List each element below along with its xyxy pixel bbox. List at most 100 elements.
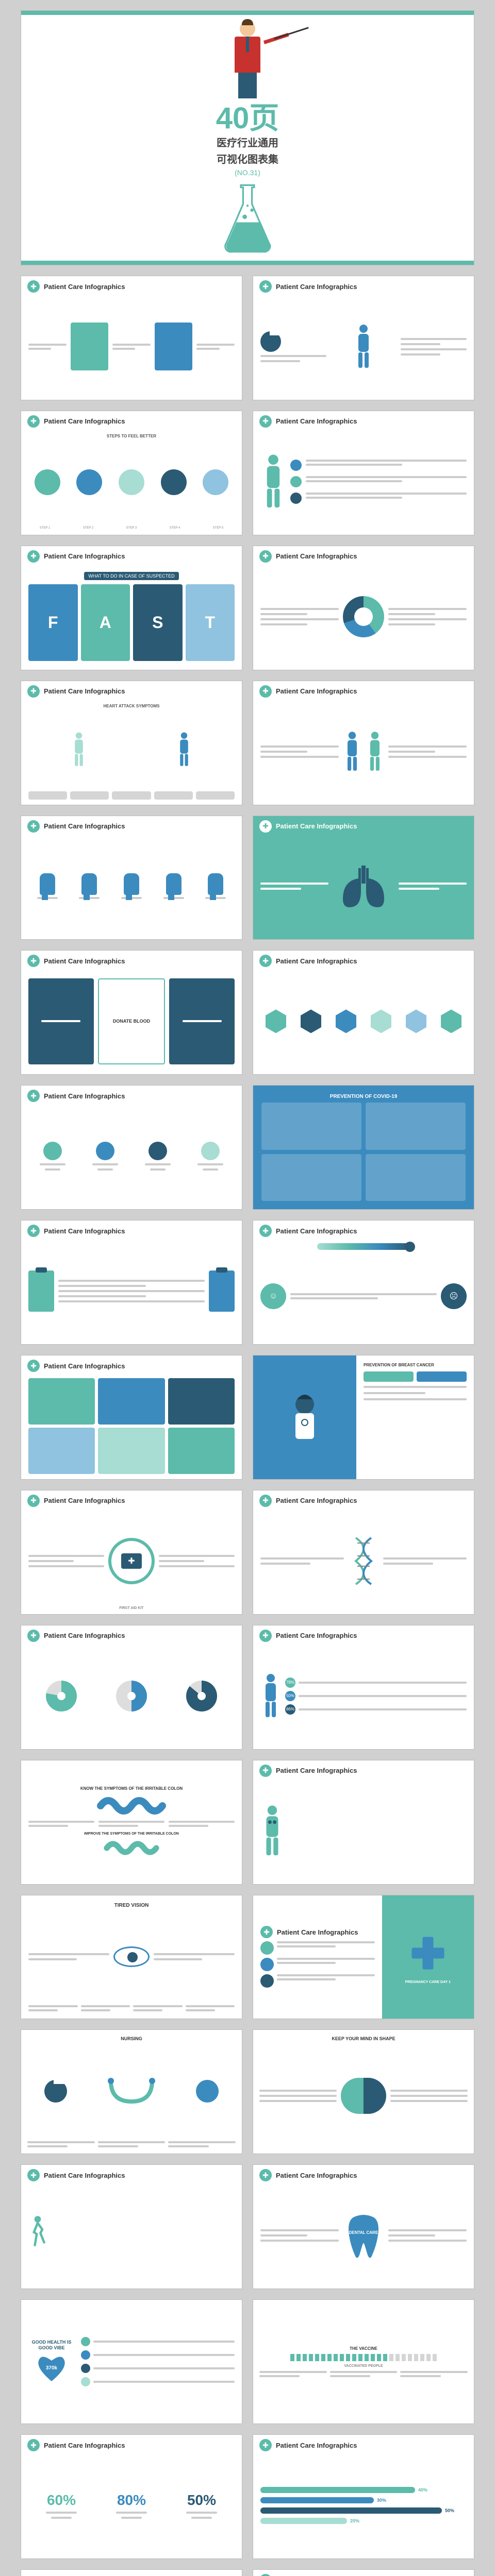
- slide-title: Patient Care Infographics: [44, 1632, 125, 1639]
- slide-thumbnail[interactable]: ✚Patient Care Infographics: [253, 276, 474, 400]
- slide-thumbnail[interactable]: PREVENTION OF BREAST CANCER: [253, 1355, 474, 1480]
- slide-thumbnail[interactable]: ✚Patient Care Infographics 60% 80% 50%: [21, 2434, 242, 2559]
- step-label: STEP 4: [170, 527, 180, 530]
- medical-cross-icon: ✚: [259, 550, 272, 563]
- icon-circle: [196, 2080, 219, 2103]
- title-text-block: 40页 医疗行业通用 可视化图表集 (NO.31): [216, 104, 279, 182]
- slide-thumbnail[interactable]: ✚Patient Care Infographics HEART ATTACK …: [21, 681, 242, 805]
- icon-circle: [201, 1142, 220, 1160]
- row: ✚Patient Care Infographics ✚ FIRST AID K…: [0, 1490, 495, 1615]
- percentage: 80%: [117, 2492, 146, 2509]
- slide-title: Patient Care Infographics: [44, 417, 125, 425]
- slide-thumbnail[interactable]: KNOW THE SYMPTOMS OF THE IRRITABLE COLON…: [21, 1760, 242, 1885]
- row: 40页 医疗行业通用 可视化图表集 (NO.31): [0, 10, 495, 265]
- brain-icon: [341, 2078, 386, 2114]
- slide-thumbnail[interactable]: ✚Patient Care Infographics: [253, 950, 474, 1075]
- slide-thumbnail[interactable]: ✚Patient Care Infographics: [253, 2569, 474, 2576]
- donut-chart: [186, 1681, 217, 1711]
- medical-cross-icon: ✚: [259, 415, 272, 428]
- slide-thumbnail[interactable]: ✚Patient Care Infographics: [253, 816, 474, 940]
- svg-text:370k: 370k: [46, 2365, 58, 2371]
- slide-thumbnail[interactable]: ✚Patient Care Infographics: [253, 1490, 474, 1615]
- slide-title: Patient Care Infographics: [276, 552, 357, 560]
- slide-title: Patient Care Infographics: [276, 1227, 357, 1235]
- slide-thumbnail[interactable]: ✚ Patient Care Infographics: [253, 411, 474, 535]
- subtitle: GOOD HEALTH IS GOOD VIBE: [28, 2340, 75, 2351]
- slide-thumbnail[interactable]: ✚Patient Care Infographics: [21, 2164, 242, 2289]
- medical-cross-icon: ✚: [27, 1495, 40, 1507]
- slide-thumbnail[interactable]: ✚Patient Care Infographics: [21, 1355, 242, 1480]
- medical-cross-icon: ✚: [259, 685, 272, 698]
- horizontal-bar-chart: 40% 30% 50% 20%: [260, 2487, 467, 2524]
- template-gallery: 40页 医疗行业通用 可视化图表集 (NO.31) ✚Patient Care …: [0, 0, 495, 2576]
- slide-thumbnail[interactable]: ✚Patient Care Infographics: [253, 681, 474, 805]
- slide-thumbnail[interactable]: KEEP YOUR MIND IN SHAPE: [253, 2029, 474, 2154]
- slide-thumbnail[interactable]: ✚Patient Care Infographics: [21, 1220, 242, 1345]
- body-silhouette-icon: [366, 723, 384, 780]
- slide-thumbnail[interactable]: ✚Patient Care Infographics 78% 50% 86%: [253, 1625, 474, 1750]
- slide-thumbnail[interactable]: ✚ Patient Care Infographics: [21, 1625, 242, 1750]
- slide-thumbnail[interactable]: GOOD HEALTH IS GOOD VIBE 370k: [21, 2299, 242, 2424]
- slide-title: Patient Care Infographics: [44, 957, 125, 965]
- slide-thumbnail[interactable]: ✚Patient Care Infographics: [21, 816, 242, 940]
- slide-thumbnail[interactable]: ✚ Patient Care Infographics: [253, 546, 474, 670]
- slide-thumbnail[interactable]: ✚Patient Care Infographics WHAT TO DO IN…: [21, 546, 242, 670]
- body-front-icon: [175, 732, 193, 768]
- clipboard-icon: [209, 1270, 235, 1312]
- slide-title: Patient Care Infographics: [276, 283, 357, 291]
- row: 75% 30% Mercury ✚Patient Care Infographi…: [0, 2569, 495, 2576]
- medical-cross-large-icon: [411, 1937, 444, 1969]
- slide-thumbnail[interactable]: 75% 30% Mercury: [21, 2569, 242, 2576]
- slide-title: Patient Care Infographics: [44, 1497, 125, 1504]
- row: ✚Patient Care Infographics WHAT TO DO IN…: [0, 546, 495, 670]
- slide-thumbnail[interactable]: ✚Patient Care Infographics: [21, 1085, 242, 1210]
- slide-thumbnail[interactable]: ✚Patient Care Infographics ✚ FIRST AID K…: [21, 1490, 242, 1615]
- slide-thumbnail[interactable]: ✚Patient Care Infographics: [21, 276, 242, 400]
- body-silhouette-icon: [260, 453, 286, 510]
- fast-letter: F: [28, 584, 78, 661]
- donut-chart: [46, 1681, 77, 1711]
- row: ✚Patient Care Infographics ✚Patient Care…: [0, 276, 495, 400]
- medical-cross-icon: ✚: [27, 415, 40, 428]
- slide-thumbnail[interactable]: ✚Patient Care Infographics DENTAL CARE: [253, 2164, 474, 2289]
- slide-thumbnail[interactable]: ✚Patient Care Infographics 40% 30% 50% 2…: [253, 2434, 474, 2559]
- step-circle: [76, 469, 102, 495]
- slide-title: Patient Care Infographics: [276, 1632, 357, 1639]
- medical-cross-icon: ✚: [259, 2574, 272, 2576]
- slide-title: Patient Care Infographics: [44, 1227, 125, 1235]
- thermometer-icon: [317, 1243, 410, 1249]
- medical-cross-icon: ✚: [259, 820, 272, 833]
- slide-title: Patient Care Infographics: [276, 957, 357, 965]
- face-icon: ☺: [260, 1283, 286, 1309]
- title-slide: 40页 医疗行业通用 可视化图表集 (NO.31): [21, 10, 474, 265]
- slide-title: Patient Care Infographics: [276, 1767, 357, 1774]
- people-pictogram: [290, 2354, 437, 2361]
- title-line1: 医疗行业通用: [216, 137, 279, 150]
- slide-thumbnail[interactable]: NURSING: [21, 2029, 242, 2154]
- medical-cross-icon: ✚: [27, 1630, 40, 1642]
- medical-cross-icon: ✚: [259, 1630, 272, 1642]
- medical-cross-icon: ✚: [259, 1765, 272, 1777]
- hexagon-icon: [371, 1009, 391, 1033]
- row: ✚Patient Care Infographics ✚Patient Care…: [0, 1220, 495, 1345]
- subtitle: KNOW THE SYMPTOMS OF THE IRRITABLE COLON: [80, 1786, 183, 1791]
- slide-thumbnail[interactable]: ✚Patient Care Infographics ☺ ☹: [253, 1220, 474, 1345]
- slide-thumbnail[interactable]: ✚Patient Care Infographics DONATE BLOOD: [21, 950, 242, 1075]
- page-count: 40页: [216, 104, 279, 133]
- medical-cross-icon: ✚: [27, 550, 40, 563]
- slide-thumbnail[interactable]: ✚ Patient Care Infographics: [253, 1760, 474, 1885]
- slide-thumbnail[interactable]: TIRED VISION: [21, 1895, 242, 2020]
- slide-thumbnail[interactable]: PREVENTION OF COVID-19: [253, 1085, 474, 1210]
- step-circle: [119, 469, 144, 495]
- medical-cross-icon: ✚: [27, 1360, 40, 1372]
- slide-thumbnail[interactable]: ✚Patient Care Infographics PREGNANCY CAR…: [253, 1895, 474, 2020]
- hexagon-icon: [441, 1009, 461, 1033]
- step-label: STEP 1: [40, 527, 51, 530]
- slide-title: Patient Care Infographics: [276, 417, 357, 425]
- slide-thumbnail[interactable]: ✚Patient Care Infographics STEPS TO FEEL…: [21, 411, 242, 535]
- title-line2: 可视化图表集: [216, 153, 279, 166]
- step-label: STEP 2: [83, 527, 94, 530]
- fast-letter: T: [186, 584, 235, 661]
- row: ✚Patient Care Infographics STEPS TO FEEL…: [0, 411, 495, 535]
- slide-thumbnail[interactable]: THE VACCINE VACCINATED PEOPLE: [253, 2299, 474, 2424]
